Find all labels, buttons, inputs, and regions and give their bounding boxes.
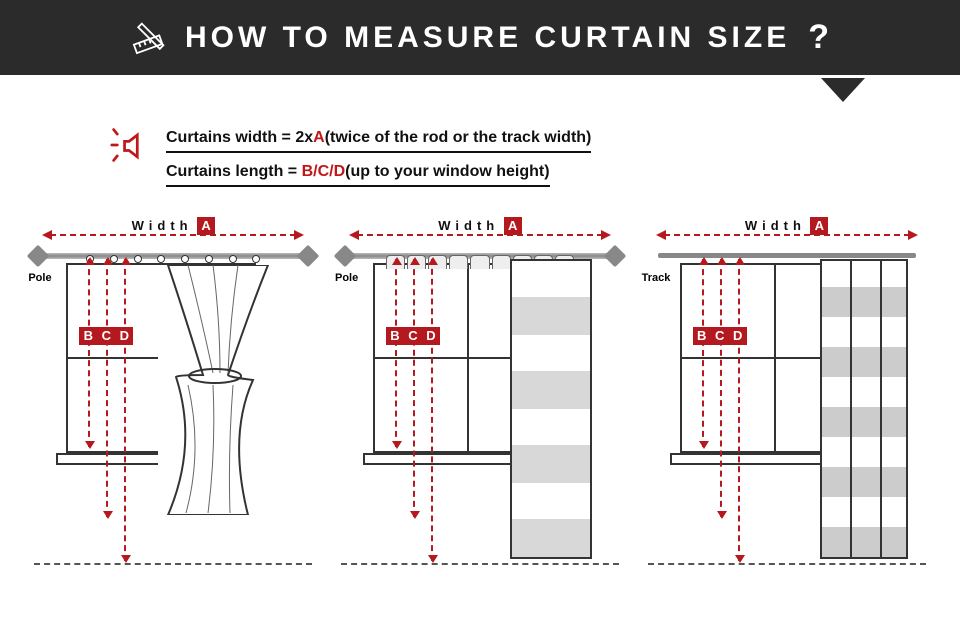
- formula-section: Curtains width = 2xA(twice of the rod or…: [110, 125, 960, 187]
- width-arrow: [664, 234, 910, 236]
- rod-finial-right: [297, 245, 320, 268]
- question-mark-icon: ?: [808, 18, 829, 57]
- floor-line: [34, 563, 312, 565]
- v-arrow-D: [738, 259, 740, 561]
- rod-finial-right: [604, 245, 627, 268]
- badge-D: D: [422, 327, 440, 345]
- v-arrow-C: [413, 259, 415, 517]
- formula-width-suffix: (twice of the rod or the track width): [325, 129, 592, 146]
- bcd-badge-group: B C D: [386, 327, 440, 345]
- rod-finial-left: [27, 245, 50, 268]
- support-label: Pole: [28, 272, 51, 284]
- curtain-track: [658, 253, 916, 258]
- rod-finial-left: [334, 245, 357, 268]
- badge-B: B: [79, 327, 97, 345]
- badge-C: C: [404, 327, 422, 345]
- header-title: HOW TO MEASURE CURTAIN SIZE: [185, 21, 790, 55]
- header-bar: HOW TO MEASURE CURTAIN SIZE ?: [0, 0, 960, 75]
- diagram-pole-tied: Width A Pole B C D: [28, 217, 318, 577]
- badge-A: A: [197, 217, 215, 235]
- ruler-pencil-icon: [131, 20, 167, 56]
- formula-length-suffix: (up to your window height): [345, 163, 549, 180]
- v-arrow-C: [106, 259, 108, 517]
- badge-B: B: [386, 327, 404, 345]
- bcd-badge-group: B C D: [693, 327, 747, 345]
- formula-BCD: B/C/D: [302, 163, 346, 180]
- v-arrow-C: [720, 259, 722, 517]
- width-label: Width: [438, 218, 499, 233]
- formula-text: Curtains width = 2xA(twice of the rod or…: [166, 125, 591, 187]
- badge-D: D: [115, 327, 133, 345]
- width-label: Width: [745, 218, 806, 233]
- header-pointer-triangle: [821, 78, 865, 102]
- speaker-attention-icon: [110, 125, 150, 165]
- badge-A: A: [810, 217, 828, 235]
- v-arrow-B: [88, 259, 90, 447]
- diagram-track-checker: Width A Track B C D: [642, 217, 932, 577]
- v-arrow-D: [124, 259, 126, 561]
- floor-line: [341, 563, 619, 565]
- formula-width-prefix: Curtains width = 2x: [166, 129, 313, 146]
- diagram-pole-striped: Width A Pole B C D: [335, 217, 625, 577]
- badge-A: A: [504, 217, 522, 235]
- diagram-row: Width A Pole B C D: [0, 211, 960, 577]
- badge-C: C: [97, 327, 115, 345]
- formula-A: A: [313, 129, 325, 146]
- curtain-striped: [510, 259, 592, 559]
- badge-B: B: [693, 327, 711, 345]
- bcd-badge-group: B C D: [79, 327, 133, 345]
- formula-length-prefix: Curtains length =: [166, 163, 302, 180]
- width-arrow: [50, 234, 296, 236]
- badge-D: D: [729, 327, 747, 345]
- curtain-tied: [158, 265, 278, 515]
- width-label: Width: [132, 218, 193, 233]
- width-arrow: [357, 234, 603, 236]
- curtain-checker: [820, 259, 908, 559]
- floor-line: [648, 563, 926, 565]
- v-arrow-D: [431, 259, 433, 561]
- v-arrow-B: [702, 259, 704, 447]
- badge-C: C: [711, 327, 729, 345]
- support-label: Track: [642, 272, 671, 284]
- support-label: Pole: [335, 272, 358, 284]
- v-arrow-B: [395, 259, 397, 447]
